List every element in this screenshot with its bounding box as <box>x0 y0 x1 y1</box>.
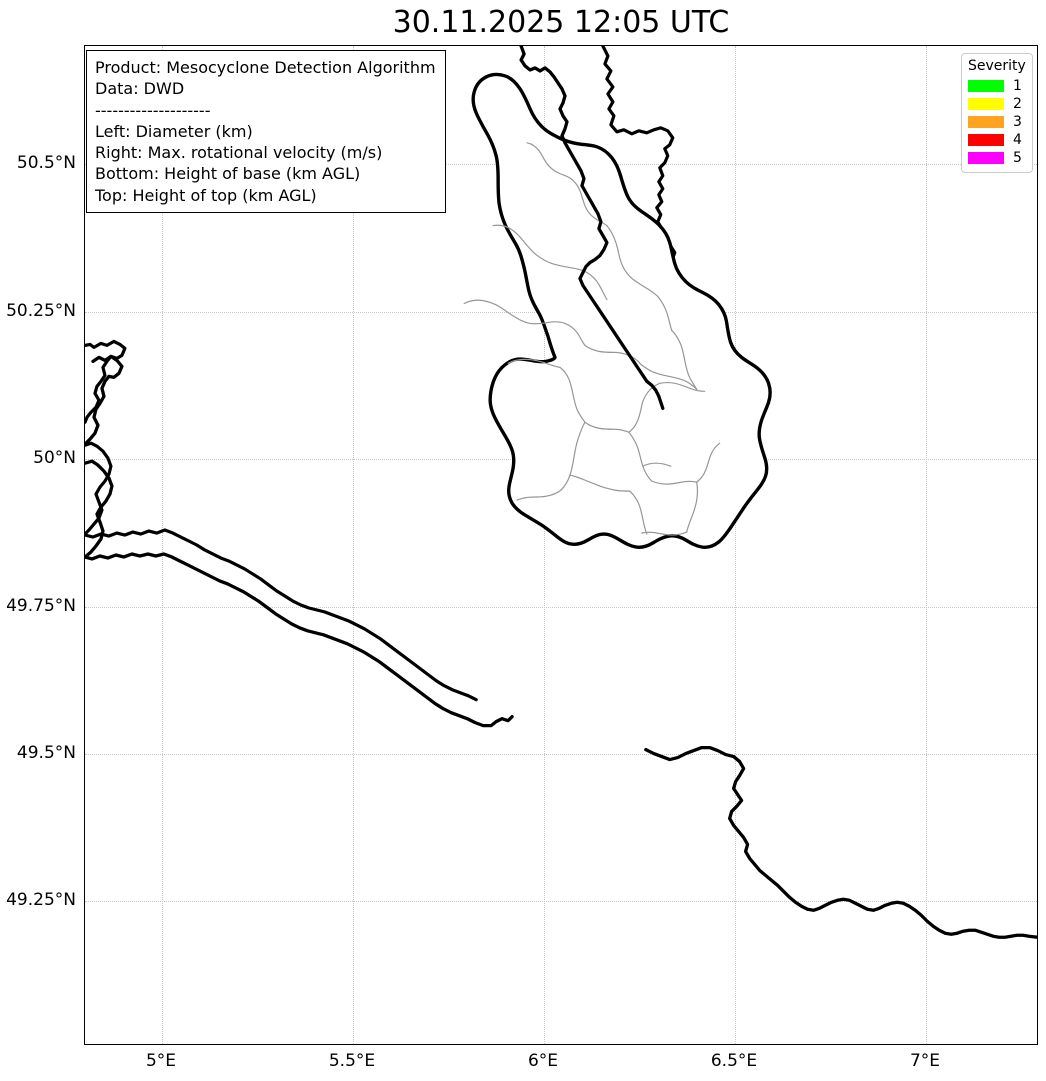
xtick-label: 6°E <box>527 1051 559 1071</box>
legend-row-4: 4 <box>968 131 1026 149</box>
info-line-right: Right: Max. rotational velocity (m/s) <box>95 143 383 163</box>
gridline-vertical <box>353 46 354 1044</box>
ytick-label: 50.5°N <box>16 153 76 173</box>
gridline-horizontal <box>85 607 1037 608</box>
info-line-product: Product: Mesocyclone Detection Algorithm <box>95 58 436 77</box>
info-line-left: Left: Diameter (km) <box>95 121 253 141</box>
xtick-label: 5°E <box>145 1051 177 1071</box>
luxembourg-cantons <box>463 142 721 536</box>
legend-row-5: 5 <box>968 149 1026 167</box>
border-be-fr-west <box>85 354 124 559</box>
severity-label-5: 5 <box>1013 150 1022 166</box>
xtick-label: 5.5°E <box>328 1051 376 1071</box>
luxembourg-border <box>471 72 772 549</box>
gridline-vertical <box>735 46 736 1044</box>
ytick-label: 49.25°N <box>6 890 76 910</box>
severity-swatch-5 <box>968 152 1004 164</box>
border-be-fr-southeast <box>85 552 514 728</box>
ytick-label: 50.25°N <box>6 301 76 321</box>
info-line-divider: -------------------- <box>95 100 211 120</box>
page-title: 30.11.2025 12:05 UTC <box>392 5 730 40</box>
severity-label-2: 2 <box>1013 96 1022 112</box>
gridline-horizontal <box>85 754 1037 755</box>
ytick-label: 49.5°N <box>16 743 76 763</box>
ytick-label: 50°N <box>33 448 76 468</box>
legend-row-2: 2 <box>968 95 1026 113</box>
legend-row-1: 1 <box>968 77 1026 95</box>
info-line-data: Data: DWD <box>95 79 185 99</box>
severity-legend: Severity 1 2 3 4 5 <box>961 53 1033 173</box>
legend-title: Severity <box>968 58 1026 74</box>
severity-label-1: 1 <box>1013 78 1022 94</box>
map-geometry <box>85 46 1037 939</box>
border-be-de <box>519 46 649 383</box>
gridline-vertical <box>162 46 163 1044</box>
luxembourg-borders <box>197 351 203 363</box>
border-lu-de-moselle <box>645 379 665 410</box>
map-plot-area[interactable] <box>84 45 1038 1045</box>
severity-swatch-1 <box>968 80 1004 92</box>
gridline-horizontal <box>85 901 1037 902</box>
severity-swatch-4 <box>968 134 1004 146</box>
info-line-bottom: Bottom: Height of base (km AGL) <box>95 164 361 184</box>
legend-row-3: 3 <box>968 113 1026 131</box>
severity-swatch-3 <box>968 116 1004 128</box>
severity-label-3: 3 <box>1013 114 1022 130</box>
border-belgium-france-south <box>85 528 478 702</box>
severity-label-4: 4 <box>1013 132 1022 148</box>
gridline-vertical <box>926 46 927 1044</box>
product-info-box: Product: Mesocyclone Detection Algorithm… <box>86 50 446 214</box>
info-line-top: Top: Height of top (km AGL) <box>95 185 317 205</box>
xtick-label: 7°E <box>909 1051 941 1071</box>
border-fr-de-southeast <box>644 745 1037 939</box>
gridline-vertical <box>544 46 545 1044</box>
severity-swatch-2 <box>968 98 1004 110</box>
xtick-label: 6.5°E <box>710 1051 758 1071</box>
ytick-label: 49.75°N <box>6 596 76 616</box>
